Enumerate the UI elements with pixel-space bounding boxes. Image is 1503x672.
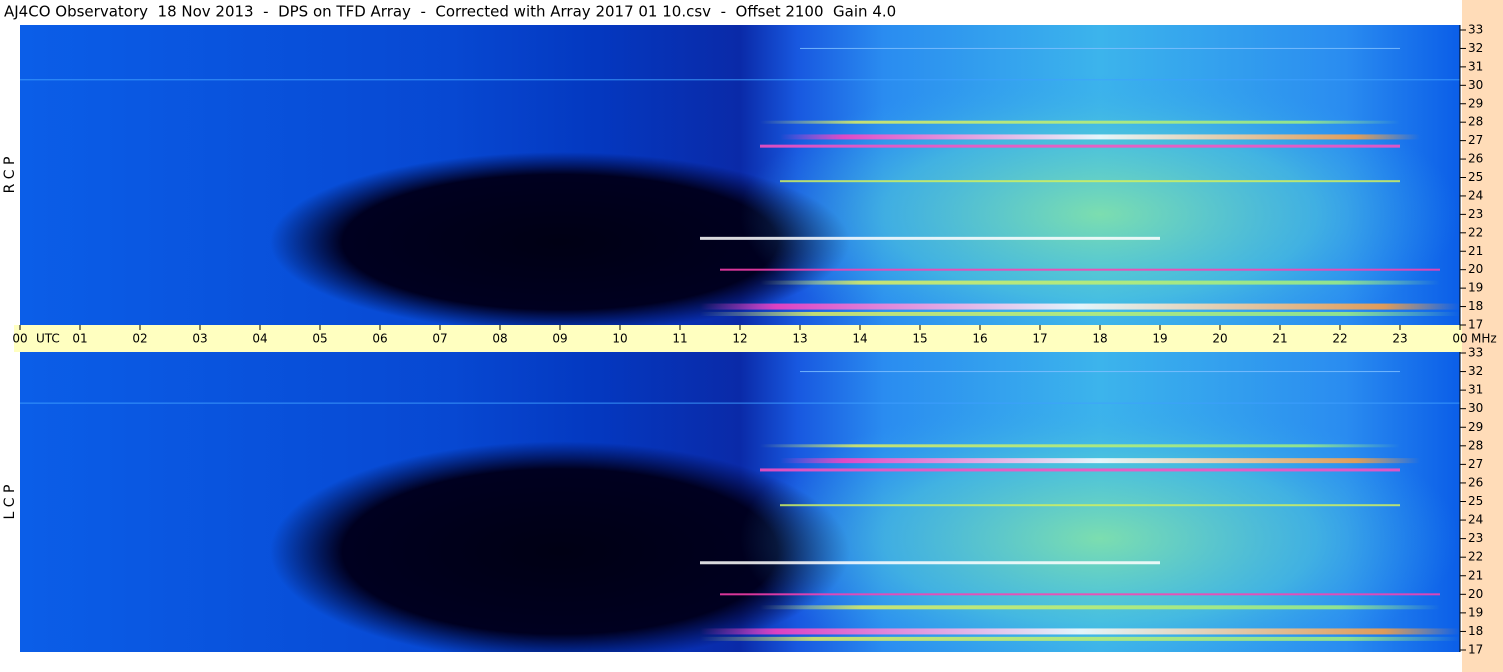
panel-label: R C P (2, 157, 18, 194)
y-tick-label: 32 (1468, 364, 1483, 378)
x-tick-label: 07 (432, 332, 447, 346)
y-tick-label: 19 (1468, 605, 1483, 619)
streak (700, 311, 1460, 316)
y-tick-label: 33 (1468, 346, 1483, 360)
streak (700, 303, 1460, 310)
x-tick-label: 10 (612, 332, 627, 346)
streak (800, 47, 1400, 49)
y-tick-label: 27 (1468, 457, 1483, 471)
streak (760, 468, 1400, 472)
y-tick-label: 22 (1468, 550, 1483, 564)
x-tick-label: 09 (552, 332, 567, 346)
streak (700, 628, 1460, 635)
night-region (270, 441, 850, 652)
x-tick-label: 20 (1212, 332, 1227, 346)
x-tick-label: 08 (492, 332, 507, 346)
streak (20, 79, 1460, 81)
y-tick-label: 23 (1468, 531, 1483, 545)
x-tick-label: 21 (1272, 332, 1287, 346)
x-tick-label: 00 (12, 332, 27, 346)
streak (720, 593, 1440, 596)
streak (760, 605, 1440, 610)
x-tick-label: 22 (1332, 332, 1347, 346)
y-tick-label: 26 (1468, 152, 1483, 166)
side-strip (1462, 0, 1503, 672)
y-tick-label: 21 (1468, 244, 1483, 258)
y-tick-label: 21 (1468, 568, 1483, 582)
y-axis-unit: MHz (1471, 332, 1497, 346)
x-tick-label: 14 (852, 332, 867, 346)
y-tick-label: 26 (1468, 475, 1483, 489)
y-tick-label: 19 (1468, 281, 1483, 295)
streak (700, 636, 1460, 641)
x-tick-label: 13 (792, 332, 807, 346)
y-tick-label: 24 (1468, 188, 1483, 202)
y-tick-label: 31 (1468, 383, 1483, 397)
spectrogram-panel (20, 25, 1460, 325)
x-tick-label: 11 (672, 332, 687, 346)
x-tick-label: 02 (132, 332, 147, 346)
chart-title: AJ4CO Observatory 18 Nov 2013 - DPS on T… (4, 3, 896, 21)
y-tick-label: 20 (1468, 587, 1483, 601)
x-tick-label: 15 (912, 332, 927, 346)
y-tick-label: 20 (1468, 262, 1483, 276)
y-tick-label: 17 (1468, 643, 1483, 657)
night-region (270, 152, 850, 325)
x-tick-label: 00 (1452, 332, 1467, 346)
time-axis-band (14, 325, 1462, 352)
y-tick-label: 18 (1468, 624, 1483, 638)
streak (20, 402, 1460, 404)
y-tick-label: 33 (1468, 23, 1483, 37)
y-tick-label: 32 (1468, 41, 1483, 55)
y-tick-label: 31 (1468, 59, 1483, 73)
y-tick-label: 17 (1468, 318, 1483, 332)
x-tick-label: 05 (312, 332, 327, 346)
y-tick-label: 30 (1468, 401, 1483, 415)
streak (760, 280, 1440, 285)
y-tick-label: 29 (1468, 96, 1483, 110)
streak (800, 371, 1400, 373)
y-tick-label: 25 (1468, 494, 1483, 508)
y-tick-label: 30 (1468, 78, 1483, 92)
streak (760, 144, 1400, 148)
y-tick-label: 28 (1468, 438, 1483, 452)
spectrogram-panel (20, 352, 1460, 652)
streak (760, 120, 1400, 124)
y-tick-label: 25 (1468, 170, 1483, 184)
x-tick-label: 04 (252, 332, 267, 346)
streak (780, 504, 1400, 507)
x-tick-label: 03 (192, 332, 207, 346)
y-tick-label: 23 (1468, 207, 1483, 221)
streak (700, 561, 1160, 565)
streak (720, 268, 1440, 271)
y-tick-label: 24 (1468, 513, 1483, 527)
panel-label: L C P (2, 485, 18, 520)
y-tick-label: 29 (1468, 420, 1483, 434)
y-tick-label: 28 (1468, 115, 1483, 129)
x-tick-label: 18 (1092, 332, 1107, 346)
x-tick-label: 23 (1392, 332, 1407, 346)
x-axis-label: UTC (36, 332, 60, 346)
x-tick-label: 17 (1032, 332, 1047, 346)
streak (780, 134, 1420, 140)
x-tick-label: 12 (732, 332, 747, 346)
streak (760, 444, 1400, 448)
x-tick-label: 06 (372, 332, 387, 346)
streak (780, 180, 1400, 183)
y-tick-label: 27 (1468, 133, 1483, 147)
y-tick-label: 18 (1468, 299, 1483, 313)
x-tick-label: 19 (1152, 332, 1167, 346)
x-tick-label: 01 (72, 332, 87, 346)
x-tick-label: 16 (972, 332, 987, 346)
y-tick-label: 22 (1468, 225, 1483, 239)
streak (700, 236, 1160, 240)
streak (780, 458, 1420, 464)
